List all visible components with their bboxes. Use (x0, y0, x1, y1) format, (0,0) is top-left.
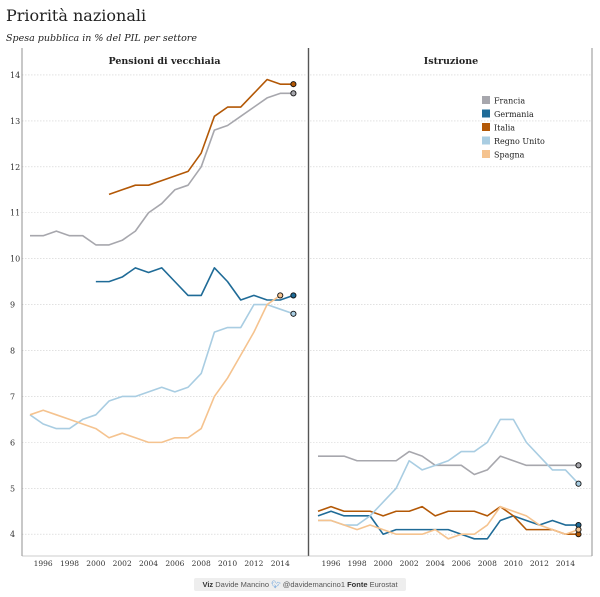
twitter-handle[interactable]: @davidemancino1 (282, 580, 345, 589)
x-tick-label: 2014 (271, 559, 290, 568)
panel-1: Pensioni di vecchiaia 4 5 6 7 8 9 10 11 12 13 14 199… (10, 56, 307, 568)
series-line-spagna (318, 505, 579, 540)
series-end-marker (575, 526, 582, 533)
x-tick-label: 2006 (452, 559, 471, 568)
panel-title: Pensioni di vecchiaia (108, 56, 220, 67)
series-end-marker (290, 292, 297, 299)
x-tick-label: 2002 (113, 559, 132, 568)
x-tick-label: 1996 (34, 559, 53, 568)
y-tick-label: 4 (10, 530, 15, 539)
credits-footer: Viz Davide Mancino 🐦︎ @davidemancino1 Fo… (0, 578, 600, 591)
series-line-italia (317, 505, 579, 536)
y-tick-label: 9 (10, 301, 15, 310)
y-tick-label: 12 (10, 163, 20, 172)
series-line-francia (30, 92, 294, 246)
legend-swatch (482, 136, 490, 145)
series-line-italia (108, 78, 294, 196)
y-tick-label: 5 (10, 484, 15, 493)
series-end-marker (575, 480, 582, 487)
series-line-spagna (29, 294, 281, 444)
x-tick-label: 2006 (165, 559, 184, 568)
legend-label: Francia (494, 97, 525, 106)
legend-swatch (482, 109, 490, 118)
panel-title: Istruzione (424, 56, 478, 67)
chart-subtitle: Spesa pubblica in % del PIL per settore (6, 33, 197, 44)
series-line-francia (318, 450, 579, 476)
x-tick-label: 2010 (504, 559, 523, 568)
x-tick-label: 2002 (400, 559, 419, 568)
x-tick-label: 2010 (218, 559, 237, 568)
legend-swatch (482, 150, 490, 158)
x-tick-label: 1996 (321, 559, 340, 568)
series-line-regno-unito (29, 303, 294, 430)
viz-label: Viz (202, 580, 214, 589)
series-end-marker (290, 81, 297, 88)
panel-2: Istruzione 1996 1998 2000 2002 2004 2006 2008 20… (310, 56, 592, 568)
legend-label: Regno Unito (494, 137, 545, 146)
series-end-marker (575, 462, 582, 469)
x-tick-label: 2004 (139, 559, 158, 568)
legend-swatch (482, 123, 490, 131)
x-tick-label: 1998 (60, 559, 79, 568)
y-tick-label: 10 (10, 255, 20, 264)
chart-title: Priorità nazionali (6, 6, 147, 25)
x-tick-label: 2012 (244, 559, 263, 568)
x-tick-label: 2012 (530, 559, 549, 568)
x-tick-label: 2000 (86, 559, 105, 568)
chart-canvas: Pensioni di vecchiaia 4 5 6 7 8 9 10 11 12 13 14 199… (10, 48, 593, 568)
source-label: Fonte (347, 580, 368, 589)
legend-label: Germania (494, 110, 534, 119)
x-tick-label: 2014 (556, 559, 575, 568)
viz-author: Davide Mancino (215, 580, 270, 589)
x-tick-label: 2004 (426, 559, 445, 568)
twitter-bird-icon: 🐦︎ (271, 580, 281, 589)
series-line-regno-unito (318, 418, 580, 526)
legend-label: Italia (494, 124, 515, 133)
x-tick-label: 2008 (478, 559, 497, 568)
series-end-marker (290, 310, 297, 317)
legend-label: Spagna (494, 151, 525, 160)
x-tick-label: 2000 (374, 559, 393, 568)
y-tick-label: 7 (10, 392, 15, 401)
y-tick-label: 13 (10, 117, 20, 126)
y-tick-label: 8 (10, 347, 15, 356)
series-line-germania (317, 510, 579, 540)
y-tick-label: 14 (10, 71, 20, 80)
y-tick-label: 11 (10, 209, 20, 218)
legend-swatch (482, 96, 490, 104)
x-tick-label: 2008 (192, 559, 211, 568)
source-name: Eurostat (369, 580, 398, 589)
series-end-marker (277, 292, 284, 299)
series-line-germania (95, 267, 294, 301)
y-tick-label: 6 (10, 438, 15, 447)
series-end-marker (290, 90, 297, 97)
x-tick-label: 1998 (348, 559, 367, 568)
